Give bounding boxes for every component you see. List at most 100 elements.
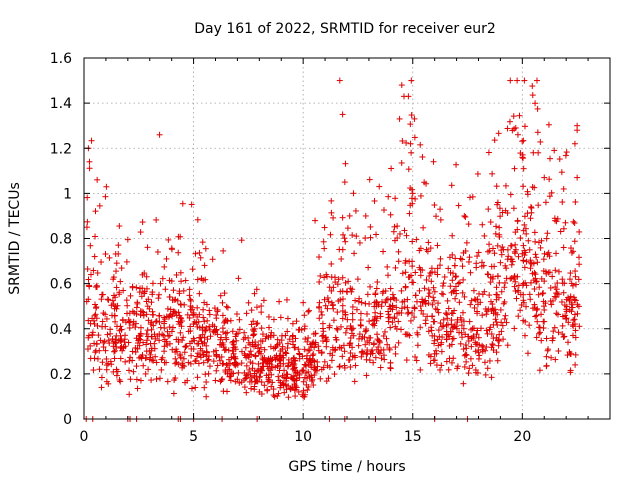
data-point	[531, 184, 538, 191]
data-point	[479, 312, 486, 319]
data-point	[358, 299, 365, 306]
data-point	[149, 291, 156, 298]
data-point	[116, 327, 123, 334]
data-point	[425, 300, 432, 307]
data-point	[92, 311, 99, 318]
data-point	[393, 304, 400, 311]
data-point	[103, 183, 110, 190]
data-point	[452, 274, 459, 281]
data-point	[404, 304, 411, 311]
data-point	[203, 342, 210, 349]
data-point	[120, 287, 127, 294]
data-point	[408, 310, 415, 317]
data-point	[542, 199, 549, 206]
data-point	[414, 329, 421, 336]
data-point	[382, 299, 389, 306]
data-point	[94, 355, 101, 362]
data-point	[349, 303, 356, 310]
data-point	[84, 346, 91, 353]
data-point	[425, 286, 432, 293]
data-point	[133, 310, 140, 317]
data-point	[459, 289, 466, 296]
data-point	[355, 342, 362, 349]
data-point	[341, 235, 348, 242]
data-point	[143, 337, 150, 344]
data-point	[305, 368, 312, 375]
data-point	[195, 360, 202, 367]
data-point	[527, 215, 534, 222]
data-point	[421, 285, 428, 292]
data-point	[430, 294, 437, 301]
data-point	[504, 342, 511, 349]
data-point	[458, 256, 465, 263]
x-tick-label: 20	[513, 429, 531, 445]
data-point	[326, 322, 333, 329]
data-point	[344, 316, 351, 323]
data-point	[267, 343, 274, 350]
data-point	[448, 359, 455, 366]
data-point	[395, 318, 402, 325]
data-point	[533, 77, 540, 84]
data-point	[85, 276, 92, 283]
data-point	[203, 301, 210, 308]
data-point	[473, 331, 480, 338]
data-point	[485, 149, 492, 156]
data-point	[574, 174, 581, 181]
data-point	[439, 334, 446, 341]
data-point	[372, 291, 379, 298]
data-point	[401, 304, 408, 311]
data-point	[132, 349, 139, 356]
data-point	[137, 311, 144, 318]
data-point	[339, 307, 346, 314]
data-point	[330, 214, 337, 221]
data-point	[376, 339, 383, 346]
data-point	[254, 345, 261, 352]
data-point	[396, 309, 403, 316]
data-point	[337, 323, 344, 330]
data-point	[211, 305, 218, 312]
data-point	[514, 77, 521, 84]
data-point	[178, 317, 185, 324]
data-point	[261, 382, 268, 389]
data-point	[533, 312, 540, 319]
data-point	[187, 297, 194, 304]
data-point	[301, 346, 308, 353]
data-point	[430, 158, 437, 165]
data-point	[450, 323, 457, 330]
data-point	[409, 200, 416, 207]
data-point	[409, 279, 416, 286]
data-point	[559, 280, 566, 287]
data-point	[138, 293, 145, 300]
data-point	[192, 250, 199, 257]
data-point	[194, 374, 201, 381]
data-point	[366, 300, 373, 307]
data-point	[213, 315, 220, 322]
data-point	[227, 373, 234, 380]
data-point	[570, 294, 577, 301]
data-point	[555, 268, 562, 275]
data-point	[232, 353, 239, 360]
data-point	[572, 351, 579, 358]
data-point	[504, 246, 511, 253]
data-point	[504, 209, 511, 216]
data-point	[328, 209, 335, 216]
data-point	[277, 348, 284, 355]
data-point	[444, 311, 451, 318]
data-point	[424, 248, 431, 255]
data-point	[115, 242, 122, 249]
data-point	[243, 372, 250, 379]
data-point	[236, 316, 243, 323]
data-point	[207, 333, 214, 340]
data-point	[90, 267, 97, 274]
data-point	[546, 269, 553, 276]
data-point	[236, 379, 243, 386]
x-tick-label: 15	[404, 429, 422, 445]
data-point	[261, 346, 268, 353]
data-point	[398, 326, 405, 333]
data-point	[491, 250, 498, 257]
data-point	[252, 352, 259, 359]
data-point	[385, 193, 392, 200]
data-point	[408, 195, 415, 202]
data-point	[479, 221, 486, 228]
y-axis-label: SRMTID / TECUs	[7, 182, 23, 295]
